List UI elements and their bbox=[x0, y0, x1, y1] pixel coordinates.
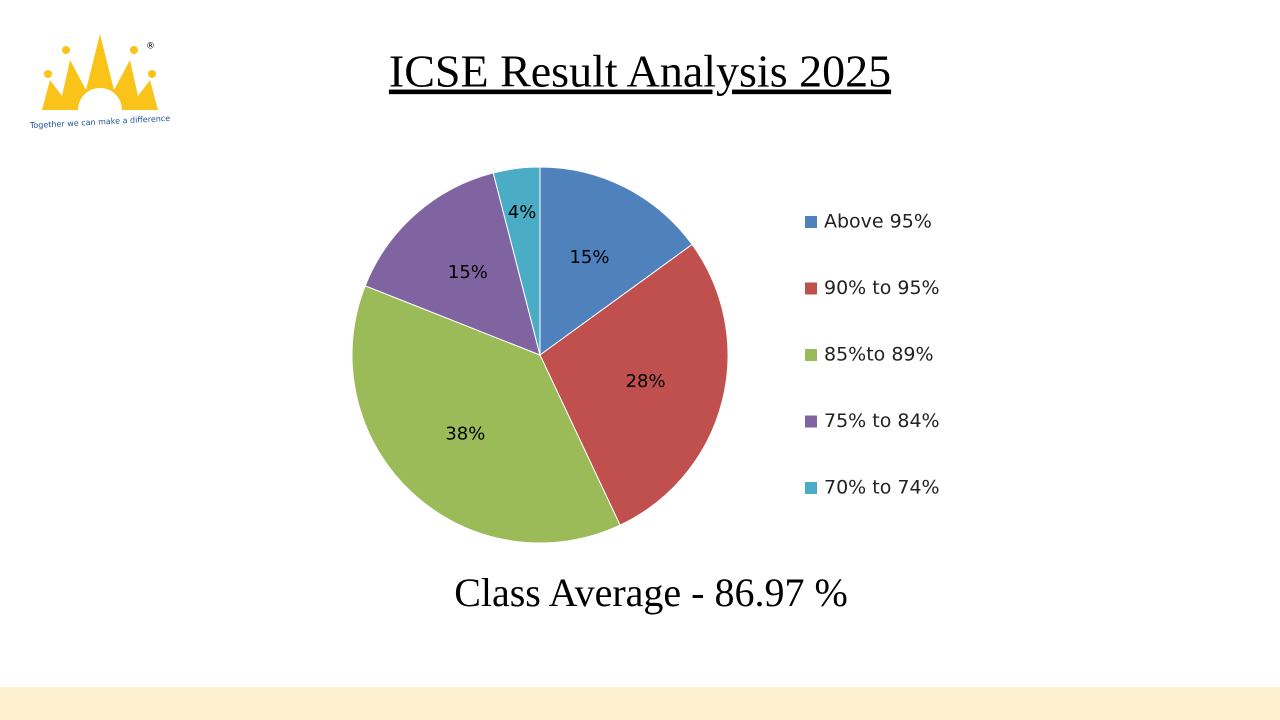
slice-label: 28% bbox=[626, 371, 666, 392]
slice-label: 15% bbox=[448, 262, 488, 283]
legend-swatch bbox=[805, 216, 817, 228]
legend-label: 75% to 84% bbox=[824, 410, 940, 432]
slice-label: 38% bbox=[445, 423, 485, 444]
logo-dot bbox=[62, 46, 70, 54]
logo-shape bbox=[42, 34, 158, 110]
chart-title: ICSE Result Analysis 2025 bbox=[389, 46, 891, 97]
pie-slice bbox=[539, 166, 693, 356]
pie-slice bbox=[539, 243, 729, 526]
logo-dot bbox=[44, 70, 52, 78]
legend-label: Above 95% bbox=[824, 211, 932, 233]
pie-slice bbox=[364, 172, 541, 356]
slice-label: 15% bbox=[569, 247, 609, 268]
logo-shape bbox=[78, 88, 122, 132]
logo: ® Together we can make a difference bbox=[29, 34, 170, 132]
legend-swatch bbox=[805, 282, 817, 295]
pie-slice bbox=[351, 285, 621, 544]
pie-slice bbox=[492, 166, 541, 356]
legend-swatch bbox=[805, 349, 817, 361]
logo-dot bbox=[148, 70, 156, 78]
slice-label: 4% bbox=[508, 202, 537, 223]
logo-mark: ® bbox=[146, 42, 155, 52]
annotation: Class Average - 86.97 % bbox=[454, 570, 848, 615]
legend-swatch bbox=[805, 482, 817, 494]
footer-band bbox=[0, 687, 1280, 720]
legend-label: 90% to 95% bbox=[824, 277, 940, 299]
legend-label: 85%to 89% bbox=[824, 344, 934, 366]
legend-swatch bbox=[805, 415, 817, 428]
logo-dot bbox=[130, 46, 138, 54]
legend-label: 70% to 74% bbox=[824, 477, 940, 499]
